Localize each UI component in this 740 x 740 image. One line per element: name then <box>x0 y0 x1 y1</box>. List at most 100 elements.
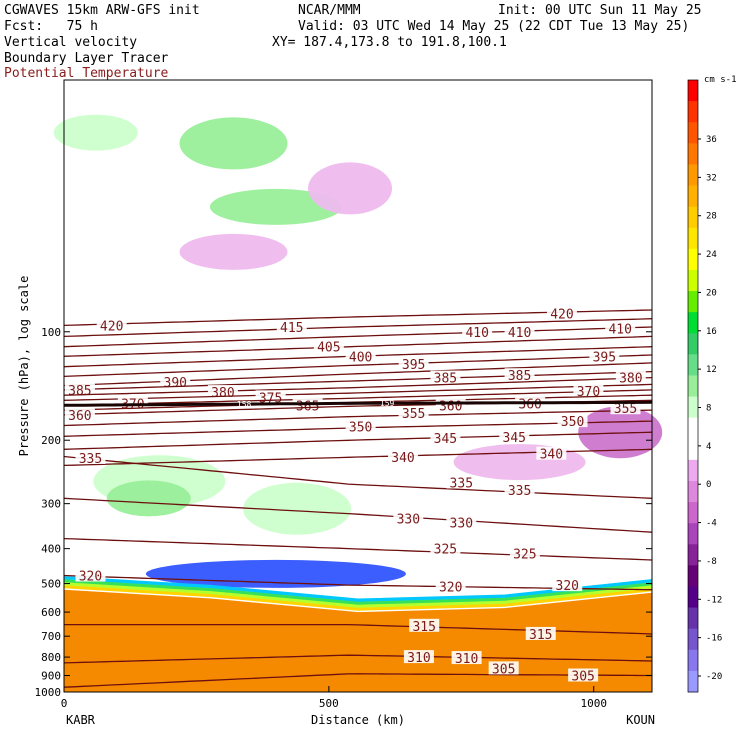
theta-315-label-1: 315 <box>529 628 552 643</box>
theta-350-label-bg-0 <box>345 419 376 433</box>
tropopause-label-1: 159 <box>380 399 395 408</box>
colorbar-swatch-9 <box>688 269 698 292</box>
colorbar-swatch-18 <box>688 459 698 482</box>
colorbar-label-14: -20 <box>706 672 722 682</box>
theta-420-label-1: 420 <box>550 308 573 323</box>
theta-385-label-bg-1 <box>430 370 461 384</box>
organization-label: NCAR/MMM <box>298 3 361 18</box>
theta-330-line <box>63 497 653 533</box>
colorbar-swatch-27 <box>688 649 698 672</box>
theta-395-label-0: 395 <box>402 358 425 373</box>
init-time: Init: 00 UTC Sun 11 May 25 <box>498 3 702 18</box>
colorbar-swatch-25 <box>688 607 698 630</box>
theta-355-label-bg-0 <box>398 405 429 419</box>
theta-355-label-0: 355 <box>402 407 425 422</box>
theta-325-label-bg-1 <box>509 546 540 560</box>
w-region-7 <box>243 482 352 535</box>
theta-410-label-bg-2 <box>605 321 636 335</box>
bl-tracer-band-2 <box>63 579 653 605</box>
theta-345-label-0: 345 <box>434 432 457 447</box>
theta-360-label-0: 360 <box>68 409 91 424</box>
bl-tracer-band-0 <box>63 585 653 611</box>
colorbar-label-0: 36 <box>706 135 717 145</box>
theta-370-label-bg-1 <box>573 383 604 397</box>
theta-305-label-bg-1 <box>568 668 599 682</box>
colorbar-unit: cm s-1 <box>704 75 737 85</box>
theta-345-label-1: 345 <box>503 431 526 446</box>
theta-385-label-bg-0 <box>64 382 95 396</box>
tropopause-band <box>63 400 653 407</box>
theta-325-line <box>63 537 653 561</box>
colorbar-swatch-3 <box>688 143 698 165</box>
theta-415-line <box>63 318 653 338</box>
colorbar-label-2: 28 <box>706 212 717 222</box>
colorbar-swatch-28 <box>688 670 698 693</box>
colorbar-swatch-23 <box>688 565 698 587</box>
x-tick-label-0: 0 <box>61 697 68 710</box>
theta-305-label-bg-0 <box>488 661 519 675</box>
theta-335-label-0: 335 <box>79 452 102 467</box>
theta-420-label-bg-0 <box>96 318 127 332</box>
theta-345-label-bg-0 <box>430 430 461 444</box>
theta-380-label-bg-0 <box>207 385 238 399</box>
w-region-4 <box>179 233 288 270</box>
theta-320-label-0: 320 <box>79 570 102 585</box>
theta-320-label-bg-0 <box>75 568 106 582</box>
right-station-label: KOUN <box>626 713 655 727</box>
valid-time: Valid: 03 UTC Wed 14 May 25 (22 CDT Tue … <box>298 19 690 34</box>
y-tick-label-1000: 1000 <box>35 686 62 699</box>
theta-310-label-0: 310 <box>407 651 430 666</box>
theta-370-label-1: 370 <box>577 385 600 400</box>
theta-380-label-1: 380 <box>619 372 642 387</box>
theta-350-label-0: 350 <box>349 420 372 435</box>
colorbar-swatch-5 <box>688 185 698 208</box>
colorbar-swatch-8 <box>688 248 698 271</box>
theta-320-label-bg-1 <box>435 579 466 593</box>
theta-350-label-bg-1 <box>557 414 588 428</box>
theta-395-label-bg-0 <box>398 357 429 371</box>
theta-385-label-2: 385 <box>508 369 531 384</box>
theta-355-line <box>63 409 653 427</box>
theta-320-label-bg-2 <box>552 578 583 592</box>
theta-335-label-1: 335 <box>450 476 473 491</box>
colorbar-swatch-22 <box>688 544 698 566</box>
theta-335-label-bg-1 <box>446 475 477 489</box>
colorbar-swatch-10 <box>688 291 698 313</box>
colorbar-label-8: 4 <box>706 442 711 452</box>
theta-370-line <box>63 389 653 406</box>
theta-360-label-bg-0 <box>64 407 95 421</box>
theta-410-label-0: 410 <box>465 326 488 341</box>
theta-325-label-0: 325 <box>434 543 457 558</box>
theta-400-label-0: 400 <box>349 350 372 365</box>
theta-420-label-bg-1 <box>546 306 577 320</box>
theta-315-label-bg-0 <box>409 618 440 632</box>
field-label-potential-temperature: Potential Temperature <box>4 66 169 81</box>
theta-335-label-2: 335 <box>508 484 531 499</box>
theta-390-label-bg-0 <box>160 375 191 389</box>
theta-380-line <box>63 376 653 396</box>
left-station-label: KABR <box>66 713 96 727</box>
theta-330-label-0: 330 <box>397 513 420 528</box>
theta-410-label-1: 410 <box>508 326 531 341</box>
theta-325-label-1: 325 <box>513 548 536 563</box>
theta-310-label-bg-1 <box>451 651 482 665</box>
theta-345-line <box>63 431 653 450</box>
bl-tracer-band-1 <box>63 582 653 608</box>
y-tick-label-300: 300 <box>41 498 61 511</box>
vertical-velocity-shading <box>53 114 663 588</box>
x-axis-label: Distance (km) <box>311 713 405 727</box>
colorbar: cm s-1 36 32 28 24 20 16 12 8 4 0 -4 -8 -12 -16 -20 <box>687 75 737 693</box>
colorbar-swatch-2 <box>688 122 698 144</box>
theta-390-label-0: 390 <box>164 376 187 391</box>
theta-395-label-bg-1 <box>589 349 620 363</box>
colorbar-label-7: 8 <box>706 404 711 414</box>
colorbar-swatch-20 <box>688 502 698 524</box>
theta-385-label-bg-2 <box>504 368 535 382</box>
colorbar-frame <box>687 79 699 693</box>
theta-385-label-0: 385 <box>68 384 91 399</box>
theta-305-label-0: 305 <box>492 662 515 677</box>
colorbar-swatch-0 <box>688 80 698 102</box>
y-tick-label-200: 200 <box>41 434 61 447</box>
potential-temperature-contours: 420 420 415 410 410 410 405 400 395 395 390 385 385 3… <box>63 306 653 688</box>
